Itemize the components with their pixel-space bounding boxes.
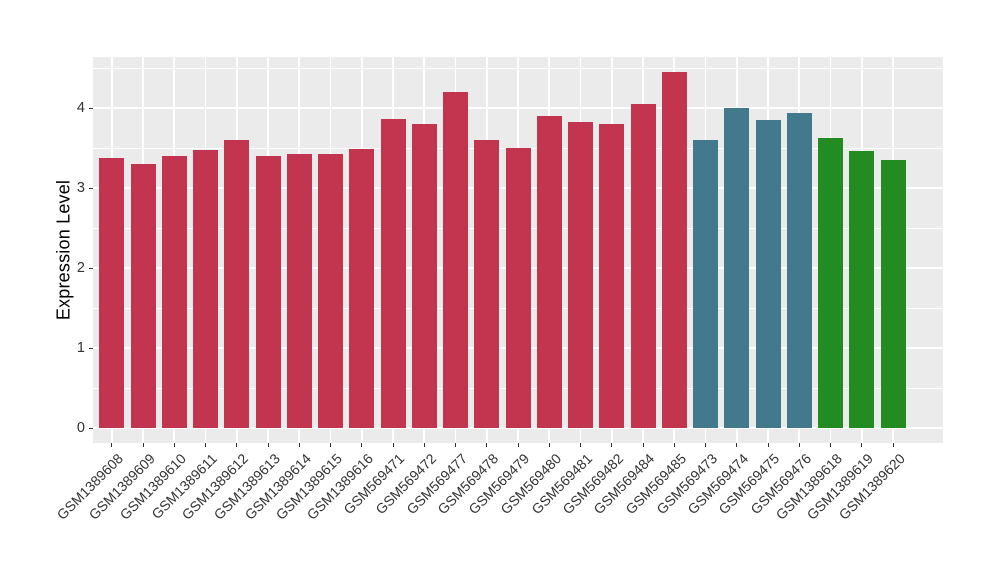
x-tick-mark [486,443,488,447]
y-tick-mark [89,347,93,349]
x-tick-mark [830,443,831,447]
bar-GSM1389610 [161,156,187,428]
bar-GSM569481 [568,121,593,428]
bar-GSM569472 [411,124,437,428]
x-tick-mark [767,443,769,447]
x-tick-mark [142,443,144,447]
bar-GSM1389612 [224,140,250,428]
x-tick-mark [236,443,238,447]
bar-GSM569485 [661,72,687,428]
x-tick-mark [861,443,863,447]
bar-GSM569482 [599,124,625,428]
x-tick-mark [423,443,425,447]
bar-GSM569477 [443,92,468,428]
bar-GSM1389609 [130,164,156,428]
x-tick-mark [298,443,300,447]
x-tick-mark [736,443,738,447]
bar-GSM569478 [474,140,500,428]
x-tick-mark [173,443,175,447]
x-tick-mark [548,443,550,447]
x-tick-mark [267,443,269,447]
bar-GSM1389618 [818,137,843,428]
x-tick-mark [330,443,331,447]
x-tick-mark [111,443,113,447]
bar-GSM569471 [380,119,406,428]
bar-GSM1389616 [349,148,375,428]
y-tick-mark [89,107,93,109]
bar-GSM1389619 [849,151,875,428]
bar-GSM569479 [505,148,531,428]
x-tick-mark [517,443,519,447]
bar-GSM569474 [724,108,750,428]
bar-GSM1389608 [99,157,125,428]
bar-GSM569476 [786,112,812,428]
x-tick-mark [642,443,644,447]
y-tick-label: 0 [76,420,85,436]
y-tick-mark [89,267,93,269]
bar-GSM1389615 [318,153,343,428]
bar-GSM1389620 [880,160,906,428]
x-tick-mark [205,443,206,447]
x-tick-mark [392,443,394,447]
bar-GSM569475 [755,120,781,428]
y-axis-title: Expression Level [53,179,74,321]
x-tick-mark [673,443,675,447]
bar-GSM569473 [693,140,718,428]
x-tick-mark [611,443,613,447]
bar-GSM1389611 [193,150,218,428]
y-tick-label: 4 [76,100,85,116]
bar-GSM1389614 [286,153,312,428]
x-tick-mark [892,443,894,447]
bar-GSM569480 [536,116,562,428]
y-tick-label: 2 [76,260,85,276]
x-tick-mark [798,443,800,447]
bar-GSM569484 [630,104,656,428]
y-tick-mark [89,427,93,429]
x-tick-mark [705,443,706,447]
y-tick-label: 1 [76,340,85,356]
x-tick-mark [361,443,363,447]
bar-GSM1389613 [255,156,281,428]
x-tick-mark [580,443,581,447]
x-tick-mark [455,443,456,447]
plot-panel [93,57,943,443]
y-tick-label: 3 [76,180,85,196]
y-tick-mark [89,187,93,189]
